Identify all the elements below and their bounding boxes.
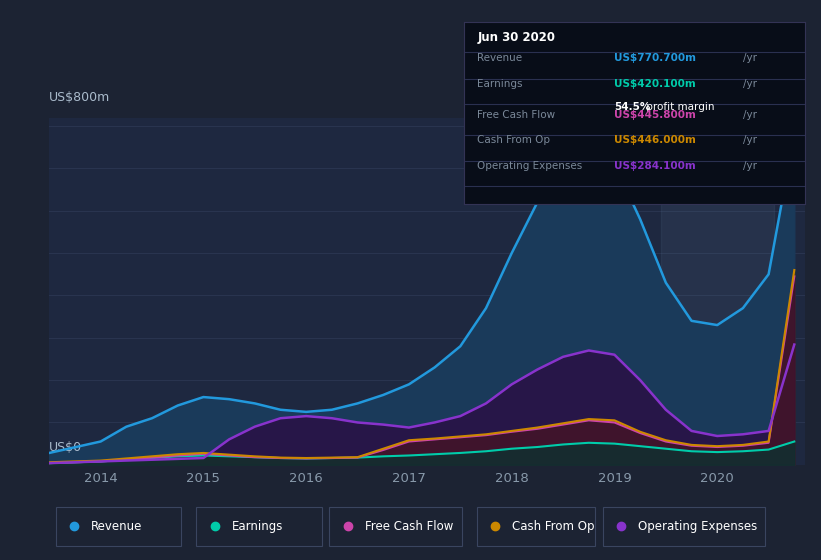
- Text: US$770.700m: US$770.700m: [614, 53, 695, 63]
- Text: profit margin: profit margin: [643, 102, 714, 113]
- Text: /yr: /yr: [743, 79, 757, 89]
- Text: Operating Expenses: Operating Expenses: [478, 161, 583, 171]
- Text: US$446.000m: US$446.000m: [614, 136, 695, 145]
- Text: Free Cash Flow: Free Cash Flow: [478, 110, 556, 120]
- Bar: [603, 507, 765, 546]
- Bar: [196, 507, 322, 546]
- Text: US$445.800m: US$445.800m: [614, 110, 695, 120]
- Text: US$0: US$0: [49, 441, 82, 454]
- Text: Cash From Op: Cash From Op: [512, 520, 595, 533]
- Text: 54.5%: 54.5%: [614, 102, 650, 113]
- Bar: [477, 507, 595, 546]
- Bar: [329, 507, 462, 546]
- Text: Revenue: Revenue: [478, 53, 523, 63]
- Text: Earnings: Earnings: [232, 520, 283, 533]
- Text: Earnings: Earnings: [478, 79, 523, 89]
- Text: /yr: /yr: [743, 53, 757, 63]
- Bar: [56, 507, 181, 546]
- Text: US$800m: US$800m: [49, 91, 111, 104]
- Text: US$420.100m: US$420.100m: [614, 79, 695, 89]
- Text: Revenue: Revenue: [91, 520, 143, 533]
- Text: US$284.100m: US$284.100m: [614, 161, 695, 171]
- Text: /yr: /yr: [743, 161, 757, 171]
- Text: Operating Expenses: Operating Expenses: [638, 520, 757, 533]
- Text: Free Cash Flow: Free Cash Flow: [365, 520, 453, 533]
- Text: Cash From Op: Cash From Op: [478, 136, 551, 145]
- Text: /yr: /yr: [743, 110, 757, 120]
- Text: /yr: /yr: [743, 136, 757, 145]
- Bar: [661, 118, 773, 465]
- Text: Jun 30 2020: Jun 30 2020: [478, 31, 556, 44]
